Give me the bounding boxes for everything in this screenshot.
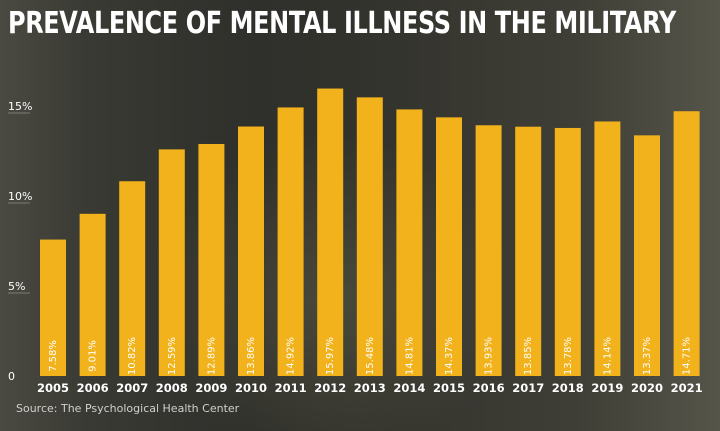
bar-value-label: 12.59% (167, 337, 178, 375)
bar (119, 181, 146, 376)
x-tick-label: 2011 (275, 381, 307, 395)
bar-value-label: 15.48% (365, 337, 376, 375)
bar-value-label: 13.78% (563, 337, 574, 375)
x-tick-label: 2009 (195, 381, 227, 395)
bar (198, 143, 225, 376)
bar-value-label: 13.86% (246, 337, 257, 375)
x-tick-label: 2010 (235, 381, 267, 395)
x-tick-label: 2012 (314, 381, 346, 395)
bar-value-label: 13.37% (642, 337, 653, 375)
bar-value-label: 7.58% (48, 340, 59, 372)
y-tick-label: 0 (8, 370, 15, 383)
bar (515, 126, 542, 376)
bar-value-label: 13.93% (484, 337, 495, 375)
y-tick-label: 15% (8, 100, 32, 113)
bar-value-label: 14.14% (602, 337, 613, 375)
bar-value-label: 10.82% (127, 337, 138, 375)
x-tick-label: 2008 (156, 381, 188, 395)
bar (634, 135, 660, 376)
x-tick-label: 2006 (77, 381, 109, 395)
bar (673, 111, 700, 376)
bar (238, 126, 264, 377)
x-tick-label: 2014 (393, 381, 425, 395)
bar (79, 213, 106, 376)
bar-value-label: 13.85% (523, 337, 534, 375)
x-tick-label: 2019 (591, 381, 623, 395)
bar-value-label: 14.71% (682, 337, 693, 375)
bar (317, 88, 344, 376)
bar (436, 117, 462, 376)
bar (277, 107, 304, 376)
chart-title: PREVALENCE OF MENTAL ILLNESS IN THE MILI… (8, 6, 676, 41)
x-tick-label: 2007 (116, 381, 148, 395)
bar-value-label: 14.81% (404, 337, 415, 375)
x-tick-label: 2013 (354, 381, 386, 395)
x-tick-label: 2015 (433, 381, 465, 395)
x-tick-label: 2016 (473, 381, 505, 395)
x-tick-label: 2020 (631, 381, 663, 395)
bar-value-label: 15.97% (325, 337, 336, 375)
y-tick-label: 5% (8, 280, 25, 293)
x-tick-label: 2021 (671, 381, 703, 395)
bar (158, 149, 185, 376)
bar (356, 97, 383, 377)
x-tick-label: 2005 (37, 381, 69, 395)
bar (40, 239, 66, 376)
bar (594, 121, 621, 376)
bar (475, 125, 502, 376)
x-tick-label: 2017 (512, 381, 544, 395)
bar-value-label: 14.37% (444, 337, 455, 375)
bar-value-label: 9.01% (88, 340, 99, 372)
y-tick-label: 10% (8, 190, 32, 203)
bar-value-label: 14.92% (286, 337, 297, 375)
x-tick-label: 2018 (552, 381, 584, 395)
bar (554, 127, 581, 377)
source-note: Source: The Psychological Health Center (16, 402, 240, 415)
bar-value-label: 12.89% (206, 337, 217, 375)
bar (396, 109, 423, 377)
